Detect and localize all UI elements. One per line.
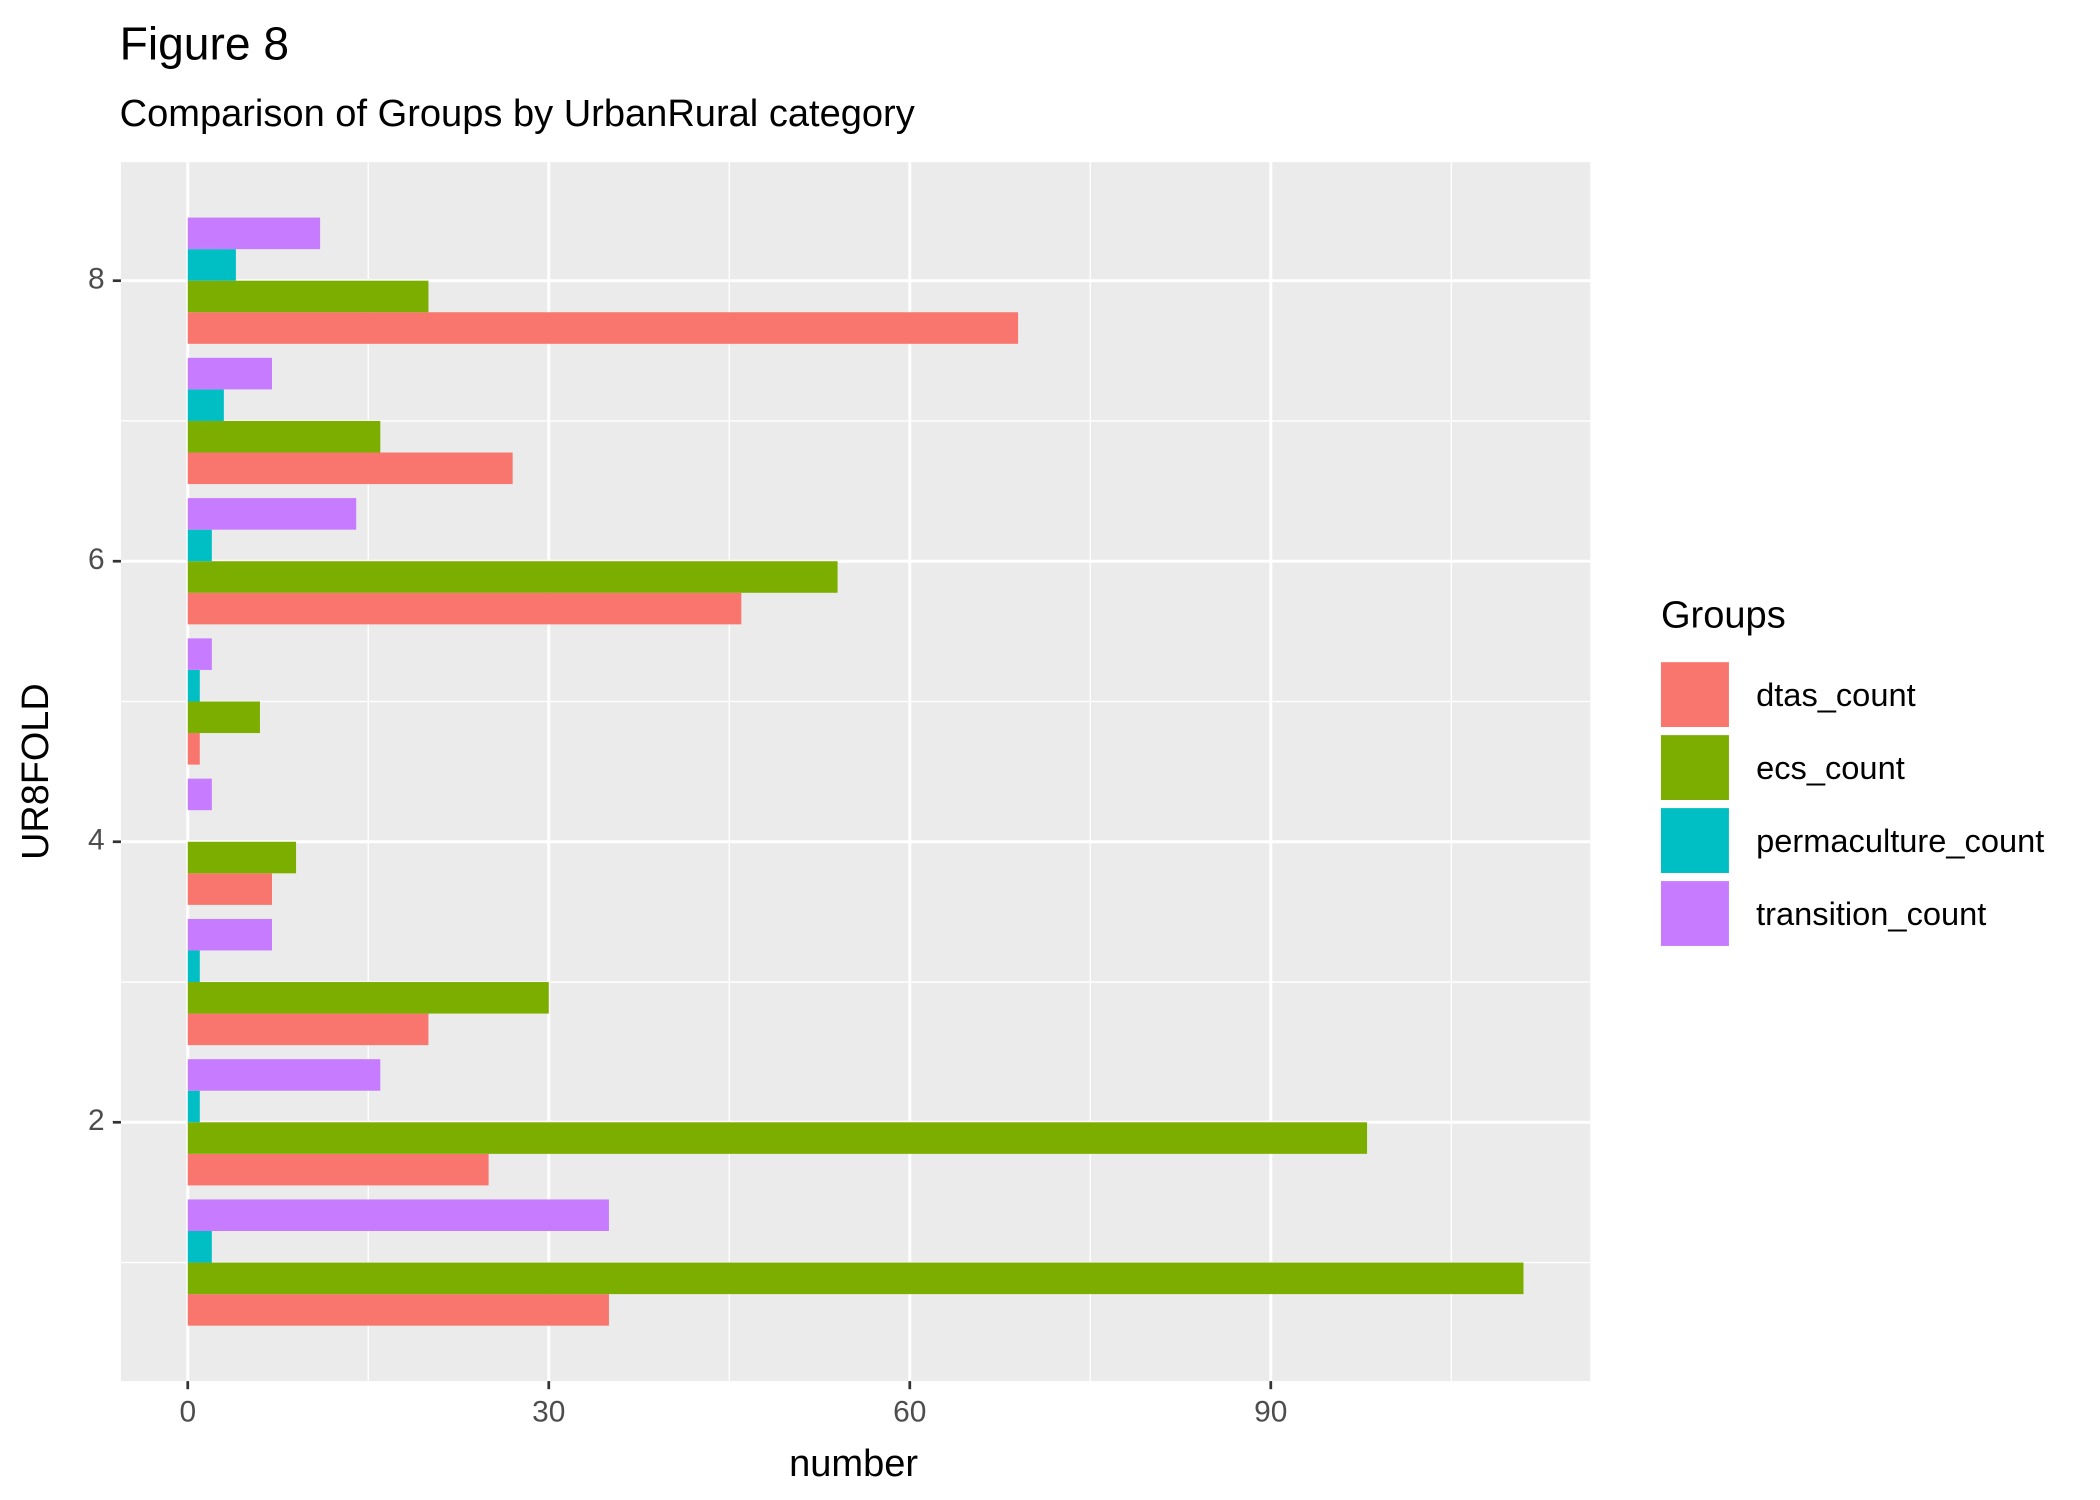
bar [187,1262,1524,1295]
bar [187,1059,381,1091]
bar [187,733,200,765]
bar [187,357,272,390]
legend-swatch [1660,735,1729,800]
bar [187,950,200,983]
legend-swatch [1660,881,1729,946]
bar [187,420,381,453]
bar [187,873,272,905]
bar [187,841,297,874]
x-tick-label: 60 [893,1395,926,1428]
legend-title: Groups [1661,595,1786,637]
x-tick-label: 0 [179,1395,196,1428]
legend-swatch [1660,662,1729,728]
legend-label: transition_count [1756,896,1986,932]
chart-subtitle: Comparison of Groups by UrbanRural categ… [120,93,915,135]
bar [187,1199,609,1231]
bar [187,669,200,702]
bar [187,561,838,593]
x-tick-label: 30 [532,1395,565,1428]
bar [187,1153,489,1186]
bar [187,312,1019,344]
y-tick-label: 6 [88,543,105,576]
bar [187,918,272,951]
bar [187,249,236,281]
x-axis-label: number [789,1443,918,1485]
y-tick-label: 4 [88,824,105,857]
chart-title: Figure 8 [120,18,289,70]
bar [187,280,429,313]
bar [187,701,260,734]
legend-label: ecs_count [1756,750,1905,786]
bar [187,498,357,530]
bar [187,778,212,811]
y-tick-label: 8 [88,263,105,296]
x-tick-label: 90 [1254,1395,1287,1428]
bar [187,389,224,421]
bar [187,1122,1368,1154]
bar [187,529,212,562]
bar [187,982,549,1014]
legend-label: dtas_count [1756,677,1916,713]
legend-swatch [1660,808,1729,873]
bar [187,638,212,670]
bar [187,1294,609,1326]
bar [187,217,321,250]
bar [187,452,513,485]
legend-label: permaculture_count [1756,823,2044,859]
bar [187,1090,200,1123]
plot-panel [120,162,1591,1382]
bar [187,1230,212,1263]
bar [187,1013,429,1046]
bar [187,592,742,625]
y-tick-label: 2 [88,1104,105,1137]
y-axis-label: UR8FOLD [15,683,57,860]
